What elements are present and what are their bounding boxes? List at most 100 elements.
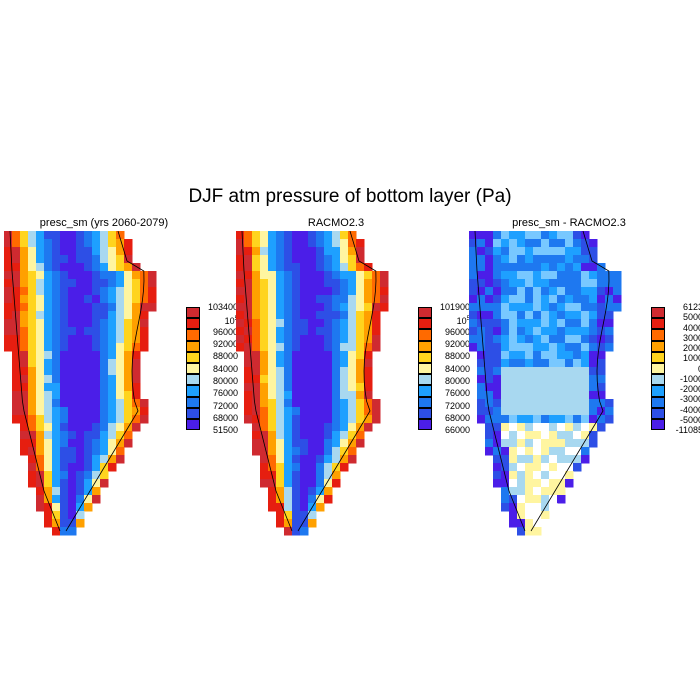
grid-cell bbox=[589, 351, 598, 360]
grid-cell bbox=[84, 455, 93, 464]
grid-cell bbox=[509, 359, 518, 368]
grid-cell bbox=[236, 271, 245, 280]
grid-cell bbox=[108, 391, 117, 400]
grid-cell bbox=[332, 263, 341, 272]
grid-cell bbox=[501, 263, 510, 272]
colorbar-label: 4000 bbox=[682, 322, 700, 333]
grid-cell bbox=[36, 359, 45, 368]
grid-cell bbox=[324, 295, 333, 304]
grid-cell bbox=[148, 287, 157, 296]
grid-cell bbox=[292, 375, 301, 384]
grid-cell bbox=[68, 359, 77, 368]
grid-cell bbox=[260, 351, 269, 360]
grid-cell bbox=[316, 423, 325, 432]
grid-cell bbox=[92, 367, 101, 376]
grid-cell bbox=[308, 335, 317, 344]
grid-cell bbox=[52, 303, 61, 312]
grid-cell bbox=[276, 327, 285, 336]
grid-cell bbox=[541, 271, 550, 280]
grid-cell bbox=[533, 295, 542, 304]
grid-cell bbox=[4, 247, 13, 256]
grid-cell bbox=[84, 423, 93, 432]
grid-cell bbox=[533, 399, 542, 408]
grid-cell bbox=[509, 231, 518, 240]
grid-cell bbox=[140, 327, 149, 336]
grid-cell bbox=[581, 303, 590, 312]
grid-cell bbox=[100, 311, 109, 320]
grid-cell bbox=[252, 279, 261, 288]
grid-cell bbox=[36, 351, 45, 360]
grid-cell bbox=[597, 279, 606, 288]
grid-cell bbox=[92, 287, 101, 296]
grid-cell bbox=[541, 247, 550, 256]
grid-cell bbox=[477, 287, 486, 296]
grid-cell bbox=[573, 351, 582, 360]
grid-cell bbox=[52, 495, 61, 504]
grid-cell bbox=[573, 407, 582, 416]
grid-cell bbox=[268, 423, 277, 432]
grid-cell bbox=[364, 279, 373, 288]
grid-cell bbox=[340, 391, 349, 400]
grid-cell bbox=[581, 367, 590, 376]
grid-cell bbox=[92, 407, 101, 416]
colorbar-label: -3000 bbox=[679, 394, 700, 405]
grid-cell bbox=[549, 479, 558, 488]
grid-cell bbox=[60, 495, 69, 504]
grid-cell bbox=[260, 455, 269, 464]
grid-cell bbox=[316, 279, 325, 288]
grid-cell bbox=[300, 431, 309, 440]
grid-cell bbox=[565, 255, 574, 264]
grid-cell bbox=[124, 343, 133, 352]
colorbar-label: 92000 bbox=[444, 338, 470, 349]
grid-cell bbox=[316, 263, 325, 272]
grid-cell bbox=[132, 279, 141, 288]
grid-cell bbox=[252, 239, 261, 248]
grid-cell bbox=[316, 447, 325, 456]
grid-cell bbox=[132, 287, 141, 296]
grid-cell bbox=[252, 255, 261, 264]
grid-cell bbox=[316, 375, 325, 384]
grid-cell bbox=[100, 327, 109, 336]
grid-cell bbox=[316, 407, 325, 416]
grid-cell bbox=[316, 479, 325, 488]
grid-cell bbox=[60, 439, 69, 448]
grid-cell bbox=[12, 415, 21, 424]
grid-cell bbox=[581, 343, 590, 352]
grid-cell bbox=[36, 303, 45, 312]
grid-cell bbox=[541, 463, 550, 472]
grid-cell bbox=[124, 391, 133, 400]
grid-cell bbox=[485, 231, 494, 240]
grid-cell bbox=[60, 471, 69, 480]
grid-cell bbox=[244, 303, 253, 312]
grid-cell bbox=[597, 391, 606, 400]
grid-cell bbox=[132, 383, 141, 392]
grid-cell bbox=[292, 367, 301, 376]
grid-cell bbox=[501, 303, 510, 312]
grid-cell bbox=[108, 375, 117, 384]
grid-cell bbox=[244, 351, 253, 360]
grid-cell bbox=[132, 407, 141, 416]
grid-cell bbox=[316, 319, 325, 328]
colorbar-label: 6123 bbox=[682, 302, 700, 312]
grid-cell bbox=[541, 255, 550, 264]
colorbar-swatch bbox=[651, 385, 665, 397]
grid-cell bbox=[597, 319, 606, 328]
grid-cell bbox=[36, 487, 45, 496]
grid-cell bbox=[252, 247, 261, 256]
grid-cell bbox=[509, 503, 518, 512]
grid-cell bbox=[52, 375, 61, 384]
grid-cell bbox=[509, 407, 518, 416]
grid-cell bbox=[36, 383, 45, 392]
grid-cell bbox=[276, 439, 285, 448]
grid-cell bbox=[20, 263, 29, 272]
grid-cell bbox=[252, 263, 261, 272]
grid-cell bbox=[533, 463, 542, 472]
grid-cell bbox=[533, 479, 542, 488]
grid-cell bbox=[533, 231, 542, 240]
grid-cell bbox=[100, 271, 109, 280]
grid-cell bbox=[525, 303, 534, 312]
grid-cell bbox=[76, 519, 85, 528]
grid-cell bbox=[316, 455, 325, 464]
grid-cell bbox=[4, 303, 13, 312]
grid-cell bbox=[485, 423, 494, 432]
